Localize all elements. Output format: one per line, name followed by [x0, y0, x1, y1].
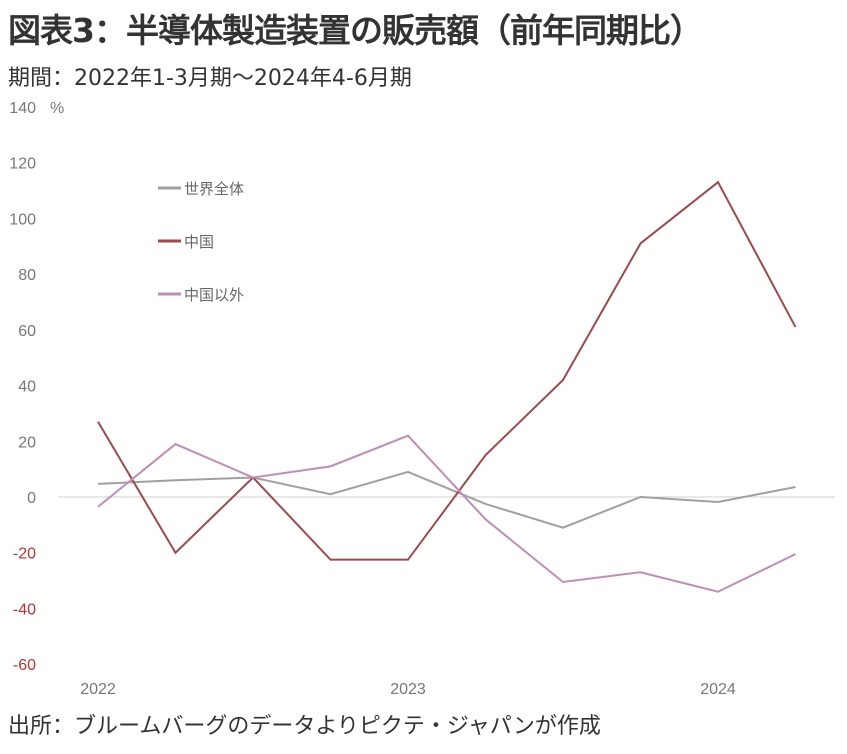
y-tick-label: 80 — [18, 267, 36, 284]
series-line-1 — [97, 470, 796, 529]
y-tick-label: 100 — [9, 211, 36, 228]
y-tick-label: 0 — [27, 490, 36, 507]
chart-title: 図表3：半導体製造装置の販売額（前年同期比） — [8, 11, 703, 50]
y-tick-label: 20 — [18, 434, 36, 451]
series-line-3 — [97, 434, 796, 593]
y-tick-label: 140 — [9, 100, 36, 117]
x-tick-label: 2023 — [390, 681, 426, 698]
series-line-2 — [97, 180, 797, 561]
y-tick-label: 120 — [9, 156, 36, 173]
chart-subtitle: 期間：2022年1-3月期～2024年4-6月期 — [8, 66, 412, 91]
legend-label: 世界全体 — [184, 180, 244, 198]
y-tick-label: 40 — [18, 379, 36, 396]
x-tick-label: 2024 — [700, 681, 736, 698]
y-tick-label: -60 — [13, 657, 36, 674]
legend-label: 中国 — [184, 233, 214, 251]
y-tick-label: 60 — [18, 323, 36, 340]
y-tick-label: -40 — [13, 601, 36, 618]
source-note: 出所：ブルームバーグのデータよりピクテ・ジャパンが作成 — [8, 714, 601, 739]
x-tick-label: 2022 — [80, 681, 116, 698]
y-axis-unit: % — [50, 100, 64, 117]
legend-label: 中国以外 — [184, 286, 244, 304]
y-tick-label: -20 — [13, 546, 36, 563]
